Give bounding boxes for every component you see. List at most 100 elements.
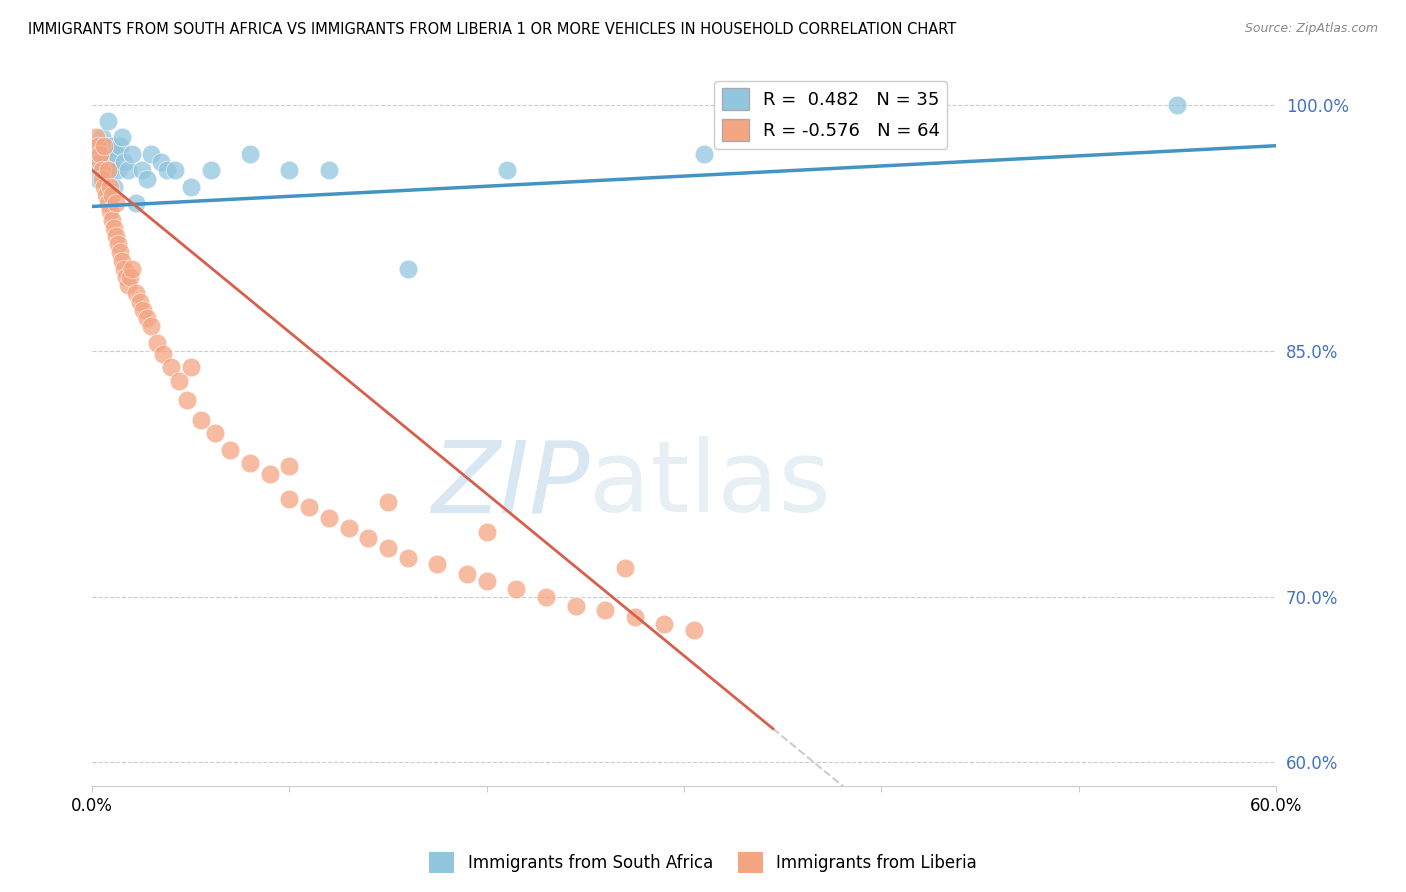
Point (298, 500, 321, 514)
Point (337, 521, 360, 535)
Point (495, 163, 517, 178)
Point (121, 147, 143, 161)
Point (165, 163, 187, 178)
Point (278, 491, 301, 506)
Point (564, 599, 586, 613)
Point (278, 458, 301, 473)
Point (150, 155, 173, 169)
Point (111, 130, 134, 145)
Point (101, 188, 124, 202)
Point (141, 147, 163, 161)
Point (93, 179, 115, 194)
Point (103, 220, 125, 235)
Point (396, 261, 419, 276)
Point (117, 278, 139, 293)
Legend: Immigrants from South Africa, Immigrants from Liberia: Immigrants from South Africa, Immigrants… (422, 846, 984, 880)
Point (124, 196, 146, 211)
Point (112, 261, 135, 276)
Point (94, 188, 117, 202)
Point (84, 155, 107, 169)
Point (534, 591, 557, 605)
Point (654, 616, 676, 631)
Point (91, 163, 114, 178)
Point (101, 212, 124, 227)
Point (683, 623, 706, 637)
Point (239, 456, 262, 470)
Point (180, 179, 202, 194)
Point (121, 261, 143, 276)
Point (132, 302, 155, 317)
Point (475, 574, 498, 588)
Point (152, 347, 174, 361)
Point (101, 138, 124, 153)
Point (97, 163, 120, 178)
Text: ZIP: ZIP (432, 436, 589, 533)
Point (190, 413, 212, 427)
Point (91, 130, 114, 145)
Point (97, 114, 120, 128)
Point (180, 360, 202, 375)
Point (84, 130, 107, 145)
Point (108, 245, 131, 260)
Point (98, 204, 121, 219)
Point (94, 138, 117, 153)
Point (104, 229, 127, 244)
Text: atlas: atlas (589, 436, 831, 533)
Point (505, 582, 527, 596)
Point (278, 163, 301, 178)
Point (131, 163, 153, 178)
Point (103, 179, 125, 194)
Point (318, 163, 340, 178)
Point (141, 319, 163, 334)
Point (128, 294, 150, 309)
Point (167, 374, 190, 388)
Point (156, 163, 179, 178)
Point (89, 147, 111, 161)
Point (89, 138, 111, 153)
Point (108, 138, 131, 153)
Point (118, 270, 141, 285)
Point (93, 138, 115, 153)
Point (107, 237, 129, 252)
Point (98, 163, 121, 178)
Point (101, 155, 124, 169)
Point (239, 147, 262, 161)
Point (107, 163, 129, 178)
Point (146, 335, 169, 350)
Point (97, 196, 120, 211)
Point (111, 253, 134, 268)
Point (89, 155, 111, 169)
Point (200, 163, 222, 178)
Point (136, 171, 159, 186)
Point (98, 179, 121, 194)
Point (87, 171, 110, 186)
Point (426, 558, 449, 572)
Point (93, 163, 115, 178)
Point (112, 155, 135, 169)
Point (160, 360, 183, 375)
Point (593, 603, 616, 617)
Point (87, 138, 110, 153)
Point (377, 541, 399, 555)
Point (204, 426, 226, 441)
Point (93, 147, 115, 161)
Point (377, 495, 399, 509)
Point (396, 550, 419, 565)
Point (91, 171, 114, 186)
Point (475, 524, 498, 539)
Point (219, 442, 242, 457)
Text: Source: ZipAtlas.com: Source: ZipAtlas.com (1244, 22, 1378, 36)
Point (1166, 97, 1188, 112)
Point (104, 147, 127, 161)
Point (136, 311, 159, 326)
Point (259, 467, 281, 482)
Point (623, 610, 645, 624)
Point (456, 567, 478, 582)
Point (693, 147, 716, 161)
Point (104, 196, 127, 211)
Point (613, 560, 636, 574)
Point (124, 286, 146, 301)
Text: IMMIGRANTS FROM SOUTH AFRICA VS IMMIGRANTS FROM LIBERIA 1 OR MORE VEHICLES IN HO: IMMIGRANTS FROM SOUTH AFRICA VS IMMIGRAN… (28, 22, 956, 37)
Point (357, 531, 380, 545)
Point (176, 393, 198, 408)
